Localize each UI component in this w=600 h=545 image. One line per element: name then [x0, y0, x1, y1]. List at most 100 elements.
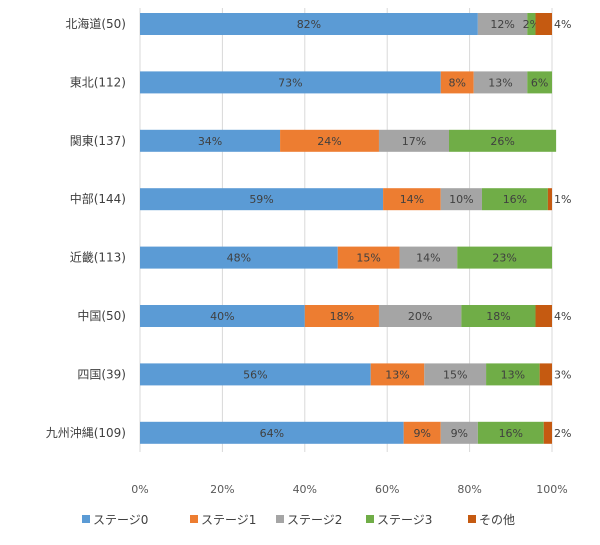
data-label: 18%	[330, 310, 354, 323]
bar-segment	[378, 305, 462, 327]
category-label: 近畿(113)	[70, 251, 126, 265]
bar-segment	[399, 246, 458, 269]
bar-segment	[403, 421, 441, 444]
legend-swatch	[82, 515, 90, 523]
category-label: 関東(137)	[70, 134, 126, 148]
legend-label: ステージ2	[287, 513, 342, 527]
bar-segment	[477, 421, 544, 444]
bar-segment	[383, 188, 441, 211]
bar-segment	[535, 305, 552, 327]
bar-segment	[337, 246, 400, 269]
legend-swatch	[468, 515, 476, 523]
legend-label: ステージ0	[93, 513, 148, 527]
bar-segment	[486, 363, 540, 386]
data-label: 9%	[413, 427, 430, 440]
data-label: 59%	[249, 193, 273, 206]
category-label: 九州沖縄(109)	[46, 425, 126, 440]
category-label: 四国(39)	[77, 367, 126, 381]
data-label: 12%	[490, 18, 514, 31]
legend-swatch	[190, 515, 198, 523]
legend-swatch	[276, 515, 284, 523]
bar-segment	[440, 421, 478, 444]
legend: ステージ0 ステージ1 ステージ2 ステージ3 その他	[82, 513, 515, 527]
data-label: 15%	[443, 368, 467, 381]
data-label: 17%	[402, 135, 426, 148]
data-label: 1%	[554, 193, 571, 206]
data-label: 56%	[243, 368, 267, 381]
x-tick-label: 20%	[210, 483, 234, 496]
legend-label: その他	[479, 513, 515, 527]
legend-label: ステージ1	[201, 513, 256, 527]
data-label: 14%	[416, 252, 440, 265]
bars: 82% 12% 2% 4% 73% 8% 13% 6% 34% 24% 17% 26% 59% 14% 10…	[140, 13, 571, 444]
x-tick-label: 60%	[375, 483, 399, 496]
bar-segment	[539, 363, 552, 386]
data-label: 16%	[503, 193, 527, 206]
bar-segment	[304, 305, 379, 327]
bar-segment	[140, 13, 478, 35]
bar-segment	[477, 13, 528, 35]
x-tick-label: 80%	[457, 483, 481, 496]
x-tick-label: 0%	[131, 483, 148, 496]
bar-segment	[527, 13, 536, 35]
data-label: 4%	[554, 310, 571, 323]
category-labels: 北海道(50) 東北(112) 関東(137) 中部(144) 近畿(113) 中国(50…	[46, 16, 126, 440]
bar-segment	[535, 13, 552, 35]
data-label: 6%	[531, 76, 548, 89]
legend-label: ステージ3	[377, 513, 432, 527]
bar-segment	[370, 363, 425, 386]
category-label: 中部(144)	[70, 191, 126, 206]
data-label: 8%	[449, 76, 466, 89]
data-label: 34%	[198, 135, 222, 148]
data-label: 20%	[408, 310, 432, 323]
data-label: 24%	[317, 135, 341, 148]
data-label: 40%	[210, 310, 234, 323]
bar-segment	[449, 129, 557, 152]
data-label: 18%	[486, 310, 510, 323]
data-label: 73%	[278, 76, 302, 89]
data-label: 13%	[385, 368, 409, 381]
bar-segment	[140, 188, 384, 211]
data-label: 13%	[501, 368, 525, 381]
data-label: 82%	[297, 18, 321, 31]
bar-segment	[140, 363, 371, 386]
bar-segment	[140, 421, 404, 444]
bar-segment	[547, 188, 552, 211]
data-label: 16%	[499, 427, 523, 440]
bar-segment	[461, 305, 536, 327]
bar-segment	[481, 188, 548, 211]
data-label: 14%	[400, 193, 424, 206]
bar-segment	[280, 129, 379, 152]
x-tick-label: 40%	[293, 483, 317, 496]
x-axis-tick-labels: 0% 20% 40% 60% 80% 100%	[131, 483, 567, 496]
bar-segment	[140, 129, 281, 152]
x-tick-label: 100%	[536, 483, 567, 496]
data-label: 3%	[554, 368, 571, 381]
data-label: 15%	[356, 252, 380, 265]
data-label: 13%	[488, 76, 512, 89]
data-label: 64%	[260, 427, 284, 440]
bar-segment	[440, 71, 474, 94]
bar-segment	[378, 129, 449, 152]
category-label: 中国(50)	[77, 308, 126, 323]
data-label: 23%	[492, 252, 516, 265]
bar-segment	[457, 246, 552, 269]
category-label: 北海道(50)	[65, 16, 126, 31]
bar-segment	[473, 71, 528, 94]
bar-segment	[140, 71, 441, 94]
data-label: 9%	[451, 427, 468, 440]
legend-swatch	[366, 515, 374, 523]
bar-segment	[424, 363, 487, 386]
data-label: 26%	[490, 135, 514, 148]
data-label: 4%	[554, 18, 571, 31]
data-label: 10%	[449, 193, 473, 206]
data-label: 48%	[227, 252, 251, 265]
category-label: 東北(112)	[70, 75, 126, 89]
bar-segment	[140, 305, 305, 327]
bar-segment	[527, 71, 552, 94]
bar-segment	[440, 188, 482, 211]
bar-segment	[140, 246, 338, 269]
bar-segment	[543, 421, 552, 444]
data-label: 2%	[554, 427, 571, 440]
